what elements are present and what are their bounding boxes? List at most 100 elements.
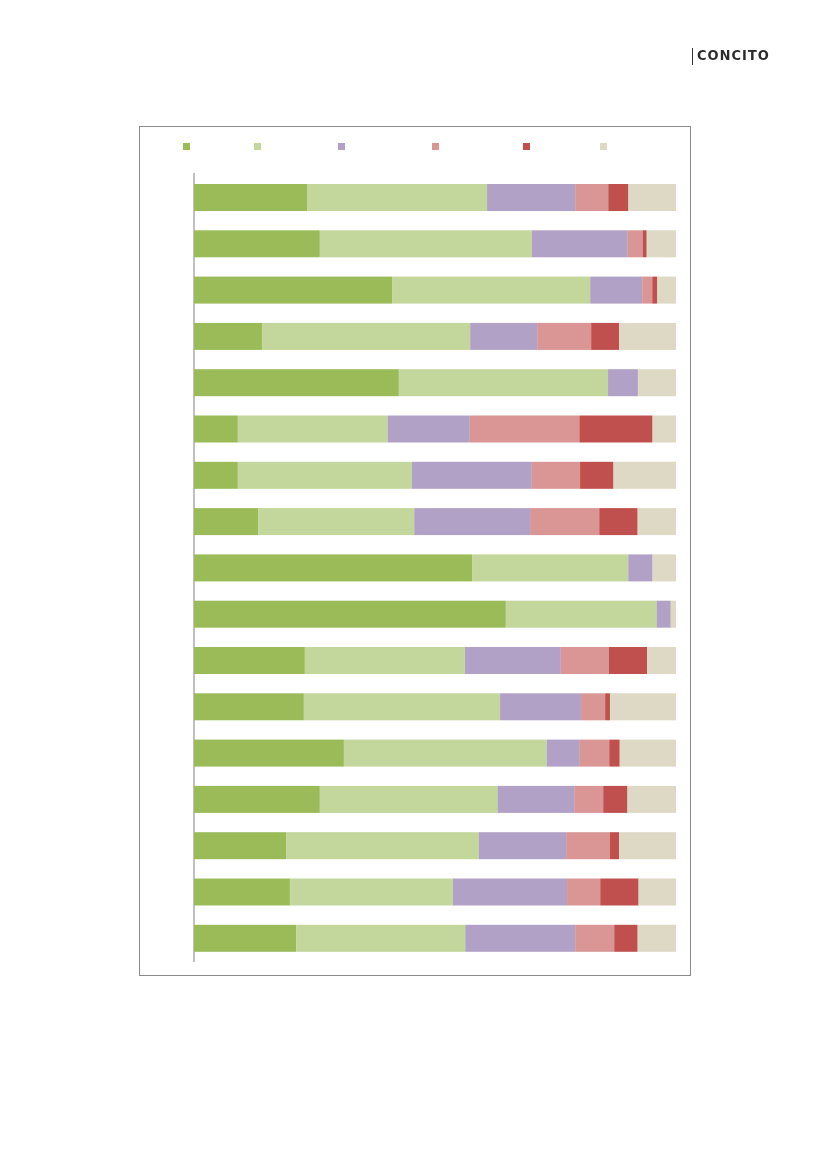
bar-segment-r14-s2 [319, 785, 498, 813]
bar-segment-r13-s3 [546, 739, 580, 767]
bar-segment-r10-s1 [194, 600, 506, 628]
bar-segment-r2-s6 [646, 230, 676, 258]
bar-segment-r17-s3 [465, 924, 576, 952]
bar-segment-r14-s5 [603, 785, 628, 813]
bar-segment-r16-s6 [638, 878, 676, 906]
bar-segment-r17-s6 [637, 924, 676, 952]
bar-segment-r2-s4 [627, 230, 643, 258]
bar-segment-r12-s2 [303, 693, 501, 721]
brand-name: CONCITO [697, 49, 770, 64]
bar-segment-r1-s4 [575, 184, 609, 211]
bar-segment-r3-s1 [194, 276, 393, 304]
bar-segment-r16-s5 [600, 878, 639, 906]
legend-swatch-5 [523, 143, 530, 150]
brand-logo: CONCITO [692, 48, 770, 65]
bar-segment-r2-s5 [642, 230, 647, 258]
bar-segment-r4-s2 [261, 322, 471, 350]
bar-segment-r5-s3 [608, 369, 638, 397]
bar-segment-r9-s2 [472, 554, 629, 582]
bar-segment-r11-s5 [609, 647, 648, 674]
bar-segment-r9-s1 [194, 554, 473, 582]
bar-segment-r8-s6 [637, 508, 676, 536]
bar-segment-r13-s6 [619, 739, 676, 767]
bar-segment-r14-s1 [194, 785, 320, 813]
bar-segment-r13-s5 [609, 739, 620, 767]
bar-segment-r4-s1 [194, 322, 262, 350]
bar-segment-r6-s3 [387, 415, 470, 443]
bar-segment-r1-s3 [487, 184, 576, 211]
bar-segment-r8-s1 [194, 508, 259, 536]
bar-segment-r3-s2 [392, 276, 591, 304]
bar-segment-r5-s1 [194, 369, 399, 397]
bar-segment-r1-s2 [307, 184, 488, 211]
bar-segment-r17-s2 [296, 924, 466, 952]
bar-segment-r8-s4 [530, 508, 600, 536]
bar-segment-r17-s1 [194, 924, 297, 952]
bar-segment-r15-s4 [566, 832, 610, 860]
bar-segment-r10-s2 [505, 600, 657, 628]
bar-segment-r4-s5 [591, 322, 620, 350]
bar-segment-r6-s6 [652, 415, 676, 443]
bar-segment-r15-s3 [478, 832, 567, 860]
bar-segment-r11-s2 [304, 647, 465, 674]
bar-segment-r4-s3 [470, 322, 538, 350]
bar-segment-r9-s3 [628, 554, 653, 582]
chart-frame [139, 126, 691, 976]
bar-segment-r12-s6 [609, 693, 676, 721]
legend-swatch-6 [600, 143, 607, 150]
bar-segment-r15-s6 [619, 832, 676, 860]
bar-segment-r8-s3 [414, 508, 531, 536]
bar-segment-r6-s5 [579, 415, 653, 443]
bar-segment-r5-s2 [398, 369, 609, 397]
bar-segment-r1-s5 [608, 184, 629, 211]
bar-segment-r10-s3 [656, 600, 671, 628]
bar-segment-r14-s4 [574, 785, 604, 813]
bar-segment-r13-s1 [194, 739, 344, 767]
bar-segment-r12-s4 [581, 693, 606, 721]
bar-segment-r9-s6 [652, 554, 676, 582]
bar-segment-r16-s3 [452, 878, 568, 906]
bar-segment-r3-s3 [590, 276, 643, 304]
bar-segment-r4-s4 [537, 322, 592, 350]
legend-swatch-2 [254, 143, 261, 150]
bar-segment-r7-s5 [580, 461, 614, 489]
bar-segment-r4-s6 [619, 322, 676, 350]
bar-segment-r1-s1 [194, 184, 308, 211]
legend-swatch-3 [338, 143, 345, 150]
bar-segment-r12-s3 [500, 693, 582, 721]
bar-segment-r14-s3 [497, 785, 575, 813]
bar-segment-r2-s1 [194, 230, 320, 258]
bar-segment-r6-s2 [237, 415, 388, 443]
bar-segment-r17-s4 [575, 924, 615, 952]
bar-segment-r2-s3 [531, 230, 628, 258]
bar-segment-r5-s6 [637, 369, 676, 397]
legend-swatch-4 [432, 143, 439, 150]
bar-segment-r2-s2 [319, 230, 532, 258]
bar-segment-r8-s2 [258, 508, 415, 536]
bar-segment-r7-s1 [194, 461, 238, 489]
bar-segment-r11-s1 [194, 647, 305, 674]
bar-segment-r10-s6 [670, 600, 676, 628]
bar-segment-r7-s2 [237, 461, 412, 489]
bar-segment-r7-s6 [613, 461, 676, 489]
bar-segment-r7-s3 [411, 461, 532, 489]
bar-segment-r16-s1 [194, 878, 290, 906]
bar-segment-r11-s6 [647, 647, 676, 674]
bar-segment-r13-s4 [579, 739, 610, 767]
bar-segment-r8-s5 [599, 508, 638, 536]
bar-segment-r3-s4 [642, 276, 653, 304]
bar-segment-r12-s5 [605, 693, 610, 721]
bar-segment-r6-s4 [469, 415, 580, 443]
bar-segment-r3-s6 [657, 276, 676, 304]
bar-segment-r15-s2 [286, 832, 479, 860]
bar-segment-r3-s5 [652, 276, 658, 304]
bar-segment-r7-s4 [531, 461, 581, 489]
bar-segment-r12-s1 [194, 693, 304, 721]
bar-segment-r11-s4 [560, 647, 610, 674]
bar-segment-r15-s5 [609, 832, 620, 860]
bar-segment-r16-s4 [567, 878, 601, 906]
legend-swatch-1 [183, 143, 190, 150]
bar-segment-r6-s1 [194, 415, 238, 443]
bar-segment-r11-s3 [464, 647, 561, 674]
